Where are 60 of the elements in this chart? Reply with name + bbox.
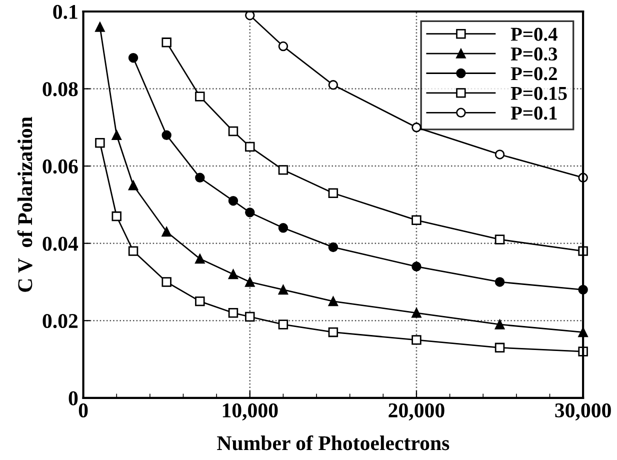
point [494,277,505,287]
point [245,142,255,152]
point [112,211,122,222]
x-axis-title: Number of Photoelectrons [217,435,450,450]
legend-label: P=0.15 [510,86,567,100]
point [128,180,138,190]
y-tick-label: 0.04 [42,236,78,251]
point [412,122,422,132]
legend-label: P=0.4 [510,28,558,41]
point [245,312,255,322]
point [494,150,505,160]
point [228,196,238,206]
legend-label: P=0.3 [510,47,558,61]
point [162,130,172,140]
point [412,262,422,272]
point [95,138,105,148]
point [278,41,288,52]
point [328,80,338,90]
x-tick-label: 20,000 [388,403,444,420]
point [228,308,238,318]
point [412,215,422,226]
point [494,342,505,353]
point [128,246,138,256]
point [162,226,172,237]
point [195,296,205,306]
point [245,208,255,218]
y-tick-label: 0.08 [42,82,78,96]
point [228,269,238,280]
y-tick-label: 0.1 [53,4,78,20]
x-tick-label: 10,000 [222,403,278,420]
legend-label: P=0.1 [510,106,557,120]
point [328,327,338,338]
point [278,165,288,175]
point [128,53,138,63]
point [278,223,288,233]
point [245,277,255,287]
point [278,284,288,295]
point [328,188,338,198]
point [112,130,122,140]
y-tick-label: 0.06 [42,159,78,174]
point [228,126,238,136]
x-tick-label: 30,000 [555,403,611,420]
point [328,296,338,306]
point [278,320,288,330]
point [95,22,105,32]
point [412,308,422,318]
y-tick-label: 0 [68,391,78,406]
y-tick-label: 0.02 [42,314,78,328]
legend-label: P=0.2 [510,67,557,80]
point [195,172,205,183]
point [328,242,338,252]
point [494,234,505,244]
y-axis-title: C V of Polarization [17,116,32,292]
point [162,277,172,287]
point [195,92,205,102]
point [412,335,422,345]
x-tick-label: 0 [78,403,88,418]
point [162,38,172,48]
point [195,254,205,264]
point [494,320,505,330]
